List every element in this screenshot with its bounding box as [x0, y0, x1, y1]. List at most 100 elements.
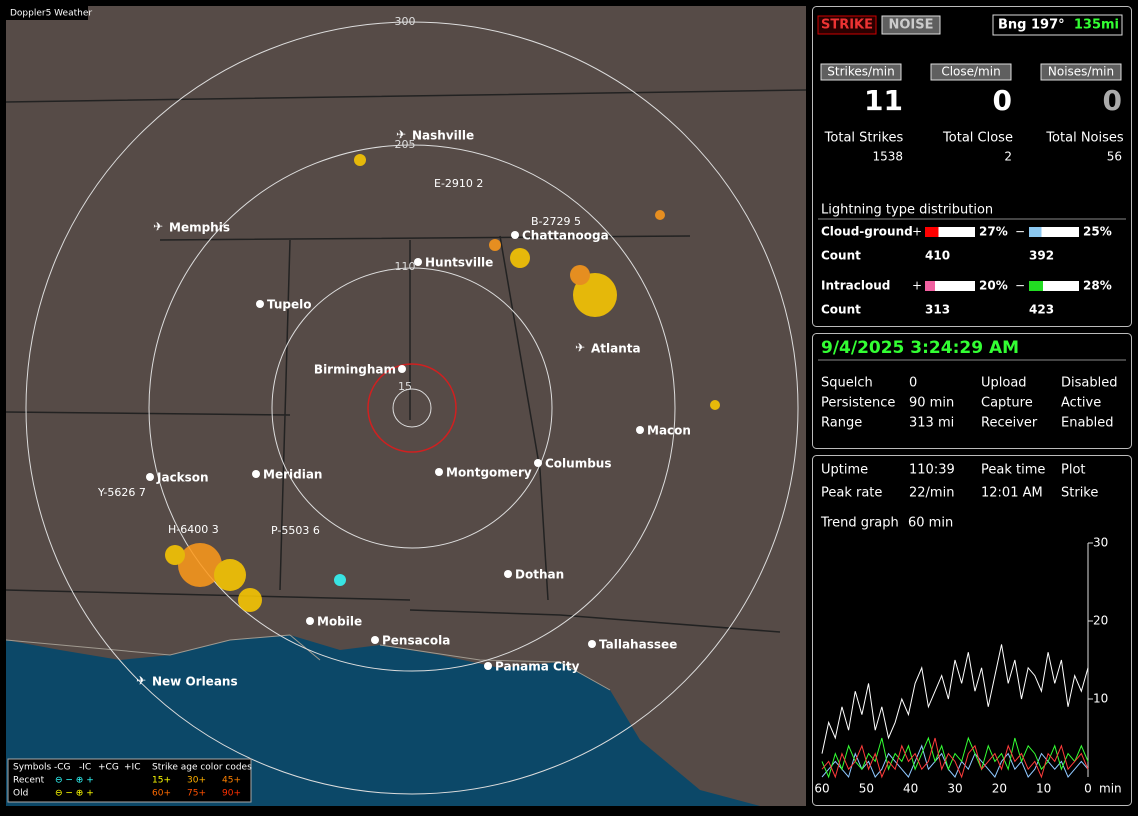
trend-label: Trend graph: [820, 516, 899, 531]
city-dot: [252, 470, 260, 478]
summary-panel: STRIKE NOISE Bng 197° 135mi Strikes/min 1…: [812, 6, 1132, 327]
total-value: 2: [1004, 150, 1012, 164]
city-label: Macon: [647, 424, 691, 438]
status-cell: Range: [821, 416, 862, 431]
noise-button[interactable]: [881, 15, 941, 35]
x-tick-label: 10: [1036, 782, 1051, 796]
stats-cell: Peak time: [981, 463, 1045, 478]
x-tick-label: 40: [903, 782, 918, 796]
city-dot: [588, 640, 596, 648]
strike-button[interactable]: [817, 15, 877, 35]
legend-age: 30+: [187, 776, 206, 786]
storm-label: E-2910 2: [434, 177, 483, 190]
city-label: Columbus: [545, 457, 612, 471]
dist-percent: 28%: [1083, 279, 1112, 293]
dist-count: 313: [925, 303, 950, 317]
rate-label: Close/min: [941, 65, 1000, 79]
city-dot: [636, 426, 644, 434]
city-label: Huntsville: [425, 256, 493, 270]
stats-cell: Peak rate: [821, 486, 882, 501]
dist-count: 423: [1029, 303, 1054, 317]
storm-label: P-5503 6: [271, 524, 320, 537]
y-tick-label: 30: [1093, 536, 1108, 550]
trend-line: [821, 644, 1089, 754]
y-tick-label: 20: [1093, 614, 1108, 628]
range-ring-label: 15: [398, 380, 412, 393]
status-cell: Persistence: [821, 396, 895, 411]
total-label: Total Close: [942, 131, 1013, 146]
rate-label: Noises/min: [1048, 65, 1114, 79]
status-cell: Disabled: [1061, 376, 1117, 391]
city-label: Nashville: [412, 129, 474, 143]
app-title: Doppler5 Weather: [10, 9, 92, 19]
legend-age: 60+: [152, 789, 171, 799]
map: ✈ Nashville ✈ Memphis Huntsville Chattanooga T…: [6, 6, 806, 806]
rate-value: 11: [864, 84, 903, 117]
count-label: Count: [821, 249, 861, 263]
rate-button: [820, 63, 902, 81]
legend-row: Old: [13, 789, 28, 799]
trend-line: [821, 736, 1089, 779]
strike-button-label[interactable]: STRIKE: [821, 18, 873, 33]
legend-age: 15+: [152, 776, 171, 786]
city-label: Tupelo: [267, 298, 312, 312]
bearing: Bng 197°: [998, 18, 1065, 33]
city-label: Tallahassee: [599, 638, 677, 652]
x-tick-label: 30: [947, 782, 962, 796]
city-label: Memphis: [169, 221, 230, 235]
stats-cell: Strike: [1061, 486, 1098, 501]
noise-button-label[interactable]: NOISE: [888, 18, 933, 33]
svg-text:⊖ − ⊕ +: ⊖ − ⊕ +: [55, 789, 94, 799]
status-cell: Capture: [981, 396, 1033, 411]
city-dot: [511, 231, 519, 239]
status-cell: Enabled: [1061, 416, 1114, 431]
dist-name: Intracloud: [821, 279, 890, 293]
trend-line: [821, 744, 1089, 779]
legend-type: +CG: [98, 763, 119, 773]
total-value: 56: [1107, 150, 1122, 164]
strike-cluster: [165, 154, 720, 612]
city-label: Birmingham: [314, 363, 396, 377]
dist-sign: +: [912, 225, 922, 239]
dist-track: [925, 227, 975, 237]
stats-cell: Uptime: [821, 463, 868, 478]
storm-label: B-2729 5: [531, 215, 581, 228]
y-tick-label: 10: [1093, 692, 1108, 706]
legend-age: 90+: [222, 789, 241, 799]
airport-icon: ✈: [396, 128, 406, 142]
x-tick-label: 20: [992, 782, 1007, 796]
city-dot: [306, 617, 314, 625]
x-tick-label: 50: [859, 782, 874, 796]
city-dot: [398, 365, 406, 373]
dist-sign: −: [1015, 225, 1025, 239]
stats-panel: Uptime 110:39 Peak time Plot Peak rate 22/min…: [812, 455, 1132, 806]
city-label: Dothan: [515, 568, 564, 582]
city-label: Chattanooga: [522, 229, 609, 243]
legend-age-title: Strike age color codes: [152, 763, 252, 773]
status-panel: 9/4/2025 3:24:29 AM Squelch 0 Upload Disabl…: [812, 333, 1132, 449]
dist-percent: 27%: [979, 225, 1008, 239]
rate-value: 0: [993, 84, 1012, 117]
airport-icon: ✈: [153, 220, 163, 234]
legend-row: Recent: [13, 776, 45, 786]
airport-icon: ✈: [136, 674, 146, 688]
status-cell: 313 mi: [909, 416, 954, 431]
city-label: Mobile: [317, 615, 362, 629]
status-cell: 90 min: [909, 396, 954, 411]
legend-symbols: Symbols: [13, 763, 52, 773]
dist-percent: 20%: [979, 279, 1008, 293]
trend-span: 60 min: [908, 516, 953, 531]
status-cell: Active: [1061, 396, 1101, 411]
stats-cell: 110:39: [909, 463, 955, 478]
city-dot: [414, 258, 422, 266]
x-tick-label: 0: [1084, 782, 1092, 796]
map-legend: Symbols -CG -IC +CG +IC Strike age color…: [7, 758, 252, 803]
dist-count: 410: [925, 249, 950, 263]
status-cell: Upload: [981, 376, 1027, 391]
dist-track: [1029, 227, 1079, 237]
city-label: Atlanta: [591, 342, 641, 356]
dist-sign: +: [912, 279, 922, 293]
dist-bar: [925, 281, 935, 291]
rate-value: 0: [1103, 84, 1122, 117]
